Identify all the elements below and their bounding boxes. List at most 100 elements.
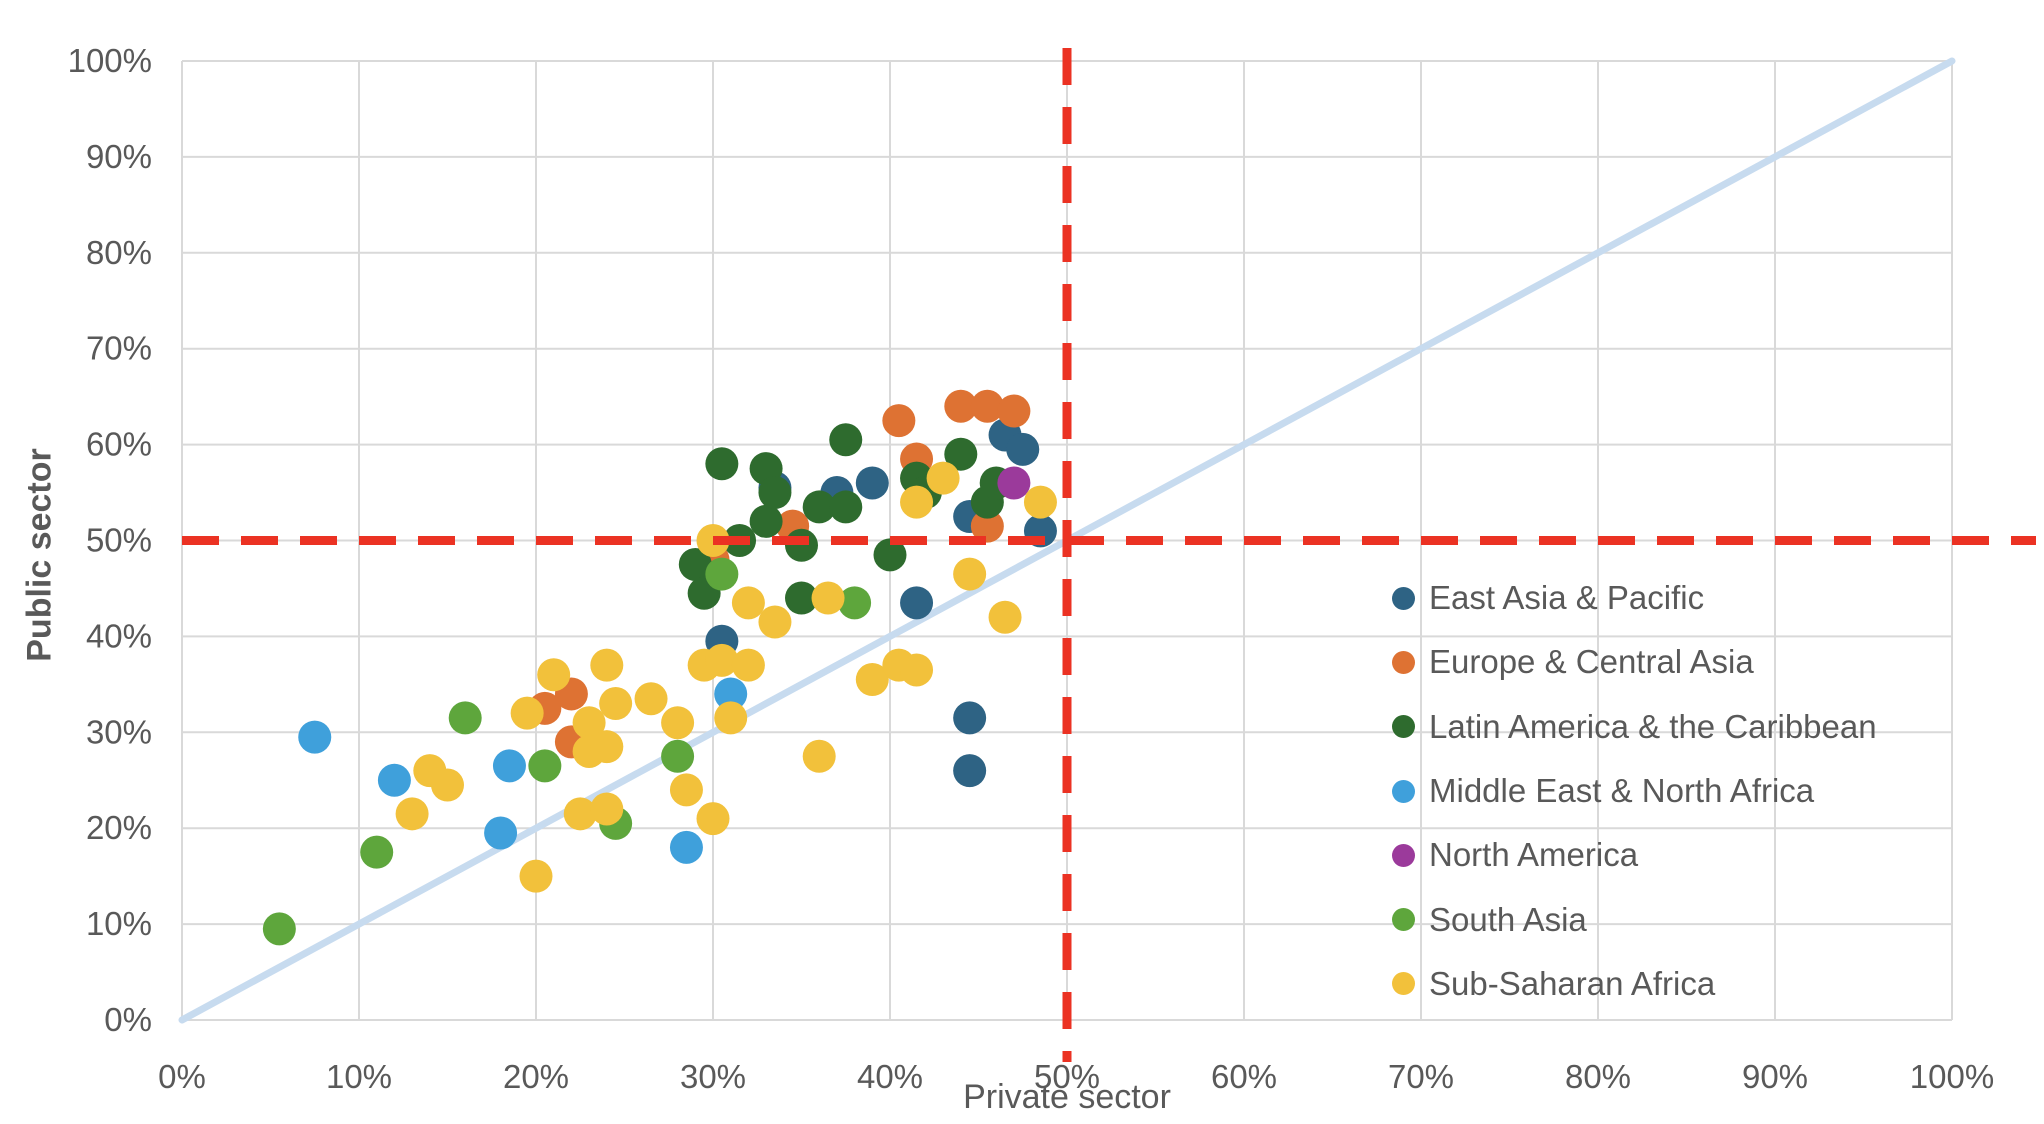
data-point-latin-america-the-caribbean xyxy=(705,447,739,481)
x-axis-tick-label: 40% xyxy=(857,1058,923,1095)
legend-swatch-sub-saharan-africa xyxy=(1392,972,1415,996)
data-point-south-asia xyxy=(705,557,739,591)
y-axis-tick-label: 60% xyxy=(86,426,152,463)
data-point-sub-saharan-africa xyxy=(926,461,960,495)
legend-swatch-north-america xyxy=(1392,843,1415,867)
data-point-sub-saharan-africa xyxy=(811,581,845,615)
x-axis-tick-label: 80% xyxy=(1565,1058,1631,1095)
y-axis-tick-label: 80% xyxy=(86,234,152,271)
data-point-east-asia-pacific xyxy=(953,754,987,788)
legend-item-south-asia: South Asia xyxy=(1392,887,1877,951)
y-axis-tick-label: 50% xyxy=(86,522,152,559)
legend-label-latin-america-the-caribbean: Latin America & the Caribbean xyxy=(1429,707,1877,745)
data-point-south-asia xyxy=(262,912,296,946)
data-point-middle-east-north-africa xyxy=(669,830,703,864)
data-point-south-asia xyxy=(360,835,394,869)
y-axis-tick-label: 10% xyxy=(86,905,152,942)
data-point-sub-saharan-africa xyxy=(519,859,553,893)
data-point-latin-america-the-caribbean xyxy=(873,538,907,572)
y-axis-tick-label: 90% xyxy=(86,138,152,175)
data-point-north-america xyxy=(997,466,1031,500)
data-point-sub-saharan-africa xyxy=(988,600,1022,634)
legend-swatch-europe-central-asia xyxy=(1392,650,1415,674)
data-point-sub-saharan-africa xyxy=(395,797,429,831)
legend-item-north-america: North America xyxy=(1392,823,1877,887)
data-point-sub-saharan-africa xyxy=(590,648,624,682)
data-point-east-asia-pacific xyxy=(855,466,889,500)
data-point-south-asia xyxy=(838,586,872,620)
legend-label-north-america: North America xyxy=(1429,836,1639,874)
data-point-east-asia-pacific xyxy=(900,586,934,620)
data-point-middle-east-north-africa xyxy=(714,677,748,711)
data-point-sub-saharan-africa xyxy=(669,773,703,807)
data-point-sub-saharan-africa xyxy=(802,739,836,773)
data-point-sub-saharan-africa xyxy=(731,586,765,620)
legend-swatch-east-asia-pacific xyxy=(1392,586,1415,610)
data-point-latin-america-the-caribbean xyxy=(802,490,836,524)
legend-item-east-asia-pacific: East Asia & Pacific xyxy=(1392,566,1877,630)
data-point-sub-saharan-africa xyxy=(900,653,934,687)
x-axis-tick-label: 10% xyxy=(326,1058,392,1095)
data-point-sub-saharan-africa xyxy=(599,687,633,721)
data-point-sub-saharan-africa xyxy=(537,658,571,692)
data-point-sub-saharan-africa xyxy=(855,663,889,697)
data-point-europe-central-asia xyxy=(882,404,916,438)
data-point-sub-saharan-africa xyxy=(590,730,624,764)
data-point-sub-saharan-africa xyxy=(1023,485,1057,519)
data-point-europe-central-asia xyxy=(970,389,1004,423)
legend-item-europe-central-asia: Europe & Central Asia xyxy=(1392,630,1877,694)
data-point-sub-saharan-africa xyxy=(431,768,464,802)
legend-swatch-middle-east-north-africa xyxy=(1392,779,1415,803)
data-point-middle-east-north-africa xyxy=(492,749,526,783)
legend-label-south-asia: South Asia xyxy=(1429,900,1587,938)
data-point-south-asia xyxy=(448,701,482,735)
x-axis-title: Private sector xyxy=(963,1078,1171,1116)
data-point-latin-america-the-caribbean xyxy=(758,476,792,510)
data-point-middle-east-north-africa xyxy=(484,816,518,850)
data-point-latin-america-the-caribbean xyxy=(944,437,978,471)
x-axis-tick-label: 0% xyxy=(158,1058,206,1095)
y-axis-tick-label: 20% xyxy=(86,809,152,846)
data-point-sub-saharan-africa xyxy=(758,605,792,639)
data-point-sub-saharan-africa xyxy=(953,557,987,591)
data-point-middle-east-north-africa xyxy=(377,763,411,797)
data-point-east-asia-pacific xyxy=(1006,432,1040,466)
x-axis-tick-label: 60% xyxy=(1211,1058,1277,1095)
data-point-sub-saharan-africa xyxy=(731,648,765,682)
legend-label-east-asia-pacific: East Asia & Pacific xyxy=(1429,579,1705,617)
y-axis-tick-label: 70% xyxy=(86,330,152,367)
data-point-sub-saharan-africa xyxy=(714,701,748,735)
legend-label-sub-saharan-africa: Sub-Saharan Africa xyxy=(1429,964,1716,1002)
chart-legend: East Asia & Pacific Europe & Central Asia… xyxy=(1392,566,1877,1016)
data-point-latin-america-the-caribbean xyxy=(829,423,863,457)
data-point-sub-saharan-africa xyxy=(900,485,934,519)
legend-item-latin-america-the-caribbean: Latin America & the Caribbean xyxy=(1392,695,1877,759)
legend-label-middle-east-north-africa: Middle East & North Africa xyxy=(1429,772,1815,810)
x-axis-tick-label: 30% xyxy=(680,1058,746,1095)
data-point-latin-america-the-caribbean xyxy=(749,504,783,538)
y-axis-tick-label: 100% xyxy=(68,42,152,79)
y-axis-title: Public sector xyxy=(20,448,59,662)
data-point-sub-saharan-africa xyxy=(590,792,624,826)
data-point-middle-east-north-africa xyxy=(298,720,332,754)
y-axis-tick-label: 40% xyxy=(86,617,152,654)
data-point-east-asia-pacific xyxy=(953,701,987,735)
data-point-sub-saharan-africa xyxy=(661,706,695,740)
data-point-south-asia xyxy=(661,739,695,773)
x-axis-tick-label: 20% xyxy=(503,1058,569,1095)
x-axis-tick-label: 90% xyxy=(1742,1058,1808,1095)
data-point-latin-america-the-caribbean xyxy=(785,528,818,562)
data-point-sub-saharan-africa xyxy=(696,802,730,836)
data-point-europe-central-asia xyxy=(970,509,1004,543)
data-point-sub-saharan-africa xyxy=(705,643,739,677)
legend-label-europe-central-asia: Europe & Central Asia xyxy=(1429,643,1754,681)
data-point-europe-central-asia xyxy=(944,389,978,423)
data-point-sub-saharan-africa xyxy=(510,696,544,730)
data-point-sub-saharan-africa xyxy=(634,682,668,716)
data-point-latin-america-the-caribbean xyxy=(785,581,818,615)
data-point-latin-america-the-caribbean xyxy=(829,490,863,524)
y-axis-tick-label: 0% xyxy=(104,1001,152,1038)
y-axis-tick-label: 30% xyxy=(86,713,152,750)
